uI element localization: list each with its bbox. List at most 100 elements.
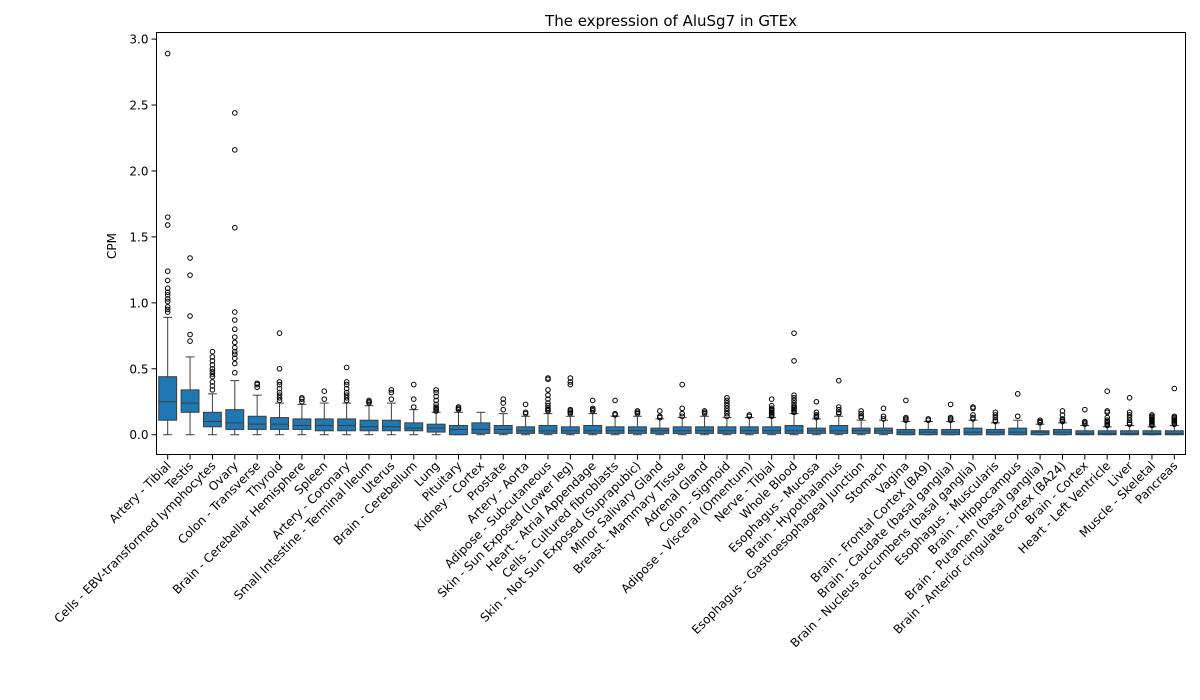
box-group (381, 387, 401, 436)
outlier-point (657, 413, 663, 420)
box-group (874, 405, 893, 436)
box-group (493, 396, 513, 436)
box (225, 409, 245, 430)
outlier-point (701, 408, 708, 414)
outlier-point (567, 381, 574, 388)
outlier-point (903, 397, 909, 404)
box (359, 419, 379, 432)
outlier-point (992, 412, 999, 418)
box (829, 424, 849, 434)
box (717, 426, 737, 434)
outlier-point (724, 410, 730, 417)
outlier-point (1126, 414, 1133, 421)
outlier-point (209, 379, 216, 385)
outlier-point (522, 409, 529, 416)
box-group (583, 397, 603, 436)
y-tick-label: 2.5 (129, 99, 148, 113)
outlier-point (164, 277, 171, 284)
outlier-point (925, 416, 932, 422)
outlier-point (164, 306, 171, 313)
outlier-point (321, 396, 328, 402)
box (404, 422, 424, 432)
outlier-point (835, 404, 842, 410)
outlier-point (231, 147, 238, 153)
box (627, 426, 647, 434)
box-group (829, 377, 849, 436)
outlier-point (433, 389, 439, 396)
box-group (1097, 388, 1117, 436)
outlier-point (545, 405, 551, 412)
outlier-point (209, 348, 216, 355)
outlier-point (724, 408, 730, 414)
outlier-point (1126, 420, 1133, 426)
outlier-point (1082, 418, 1088, 425)
box-group (180, 255, 200, 436)
box (762, 426, 782, 434)
box-group (158, 50, 178, 436)
box-group (627, 408, 647, 436)
box-group (985, 409, 1005, 436)
outlier-point (231, 224, 238, 231)
box-group (359, 397, 379, 436)
outlier-point (791, 397, 797, 404)
outlier-point (299, 398, 305, 405)
outlier-point (209, 383, 216, 389)
outlier-point (231, 351, 238, 358)
outlier-point (388, 396, 395, 402)
outlier-point (791, 330, 797, 336)
box-group (717, 394, 737, 436)
plot-frame (156, 32, 1186, 455)
outlier-point (276, 385, 283, 392)
outlier-point (433, 401, 439, 408)
outlier-point (254, 384, 260, 391)
outlier-point (231, 317, 238, 323)
outlier-point (209, 371, 216, 377)
box (784, 424, 804, 434)
outlier-point (433, 397, 439, 404)
outlier-point (343, 394, 350, 401)
outlier-point (880, 416, 887, 422)
outlier-point (164, 298, 171, 305)
outlier-point (410, 396, 417, 402)
outlier-point (724, 400, 730, 406)
outlier-point (343, 392, 350, 398)
box (1164, 430, 1184, 436)
box-group (337, 364, 357, 436)
outlier-point (724, 397, 730, 404)
outlier-point (1059, 408, 1066, 414)
outlier-point (724, 402, 730, 409)
outlier-point (1037, 417, 1043, 424)
outlier-point (254, 380, 260, 387)
outlier-point (187, 338, 193, 344)
box-group (426, 387, 446, 436)
outlier-point (343, 381, 350, 388)
y-axis-label: CPM (105, 233, 119, 259)
box-group (560, 375, 580, 436)
box-group (225, 110, 245, 436)
box-group (963, 404, 983, 436)
y-tick-label: 3.0 (129, 33, 148, 47)
outlier-point (187, 272, 193, 278)
outlier-point (634, 408, 641, 414)
box (1030, 430, 1050, 436)
outlier-point (1104, 408, 1111, 414)
outlier-point (231, 369, 238, 376)
y-tick-label: 0.0 (129, 428, 148, 442)
outlier-point (231, 309, 238, 315)
box (247, 415, 267, 430)
box-group (404, 381, 424, 436)
box (1142, 430, 1162, 436)
outlier-point (187, 331, 193, 338)
box (449, 424, 468, 436)
outlier-point (679, 410, 685, 417)
outlier-point (813, 409, 820, 416)
outlier-point (164, 289, 171, 296)
box (381, 419, 401, 432)
box-group (516, 401, 536, 436)
outlier-point (276, 389, 283, 396)
outlier-point (567, 379, 574, 385)
outlier-point (410, 381, 417, 388)
box-group (202, 348, 222, 436)
outlier-point (679, 413, 685, 420)
